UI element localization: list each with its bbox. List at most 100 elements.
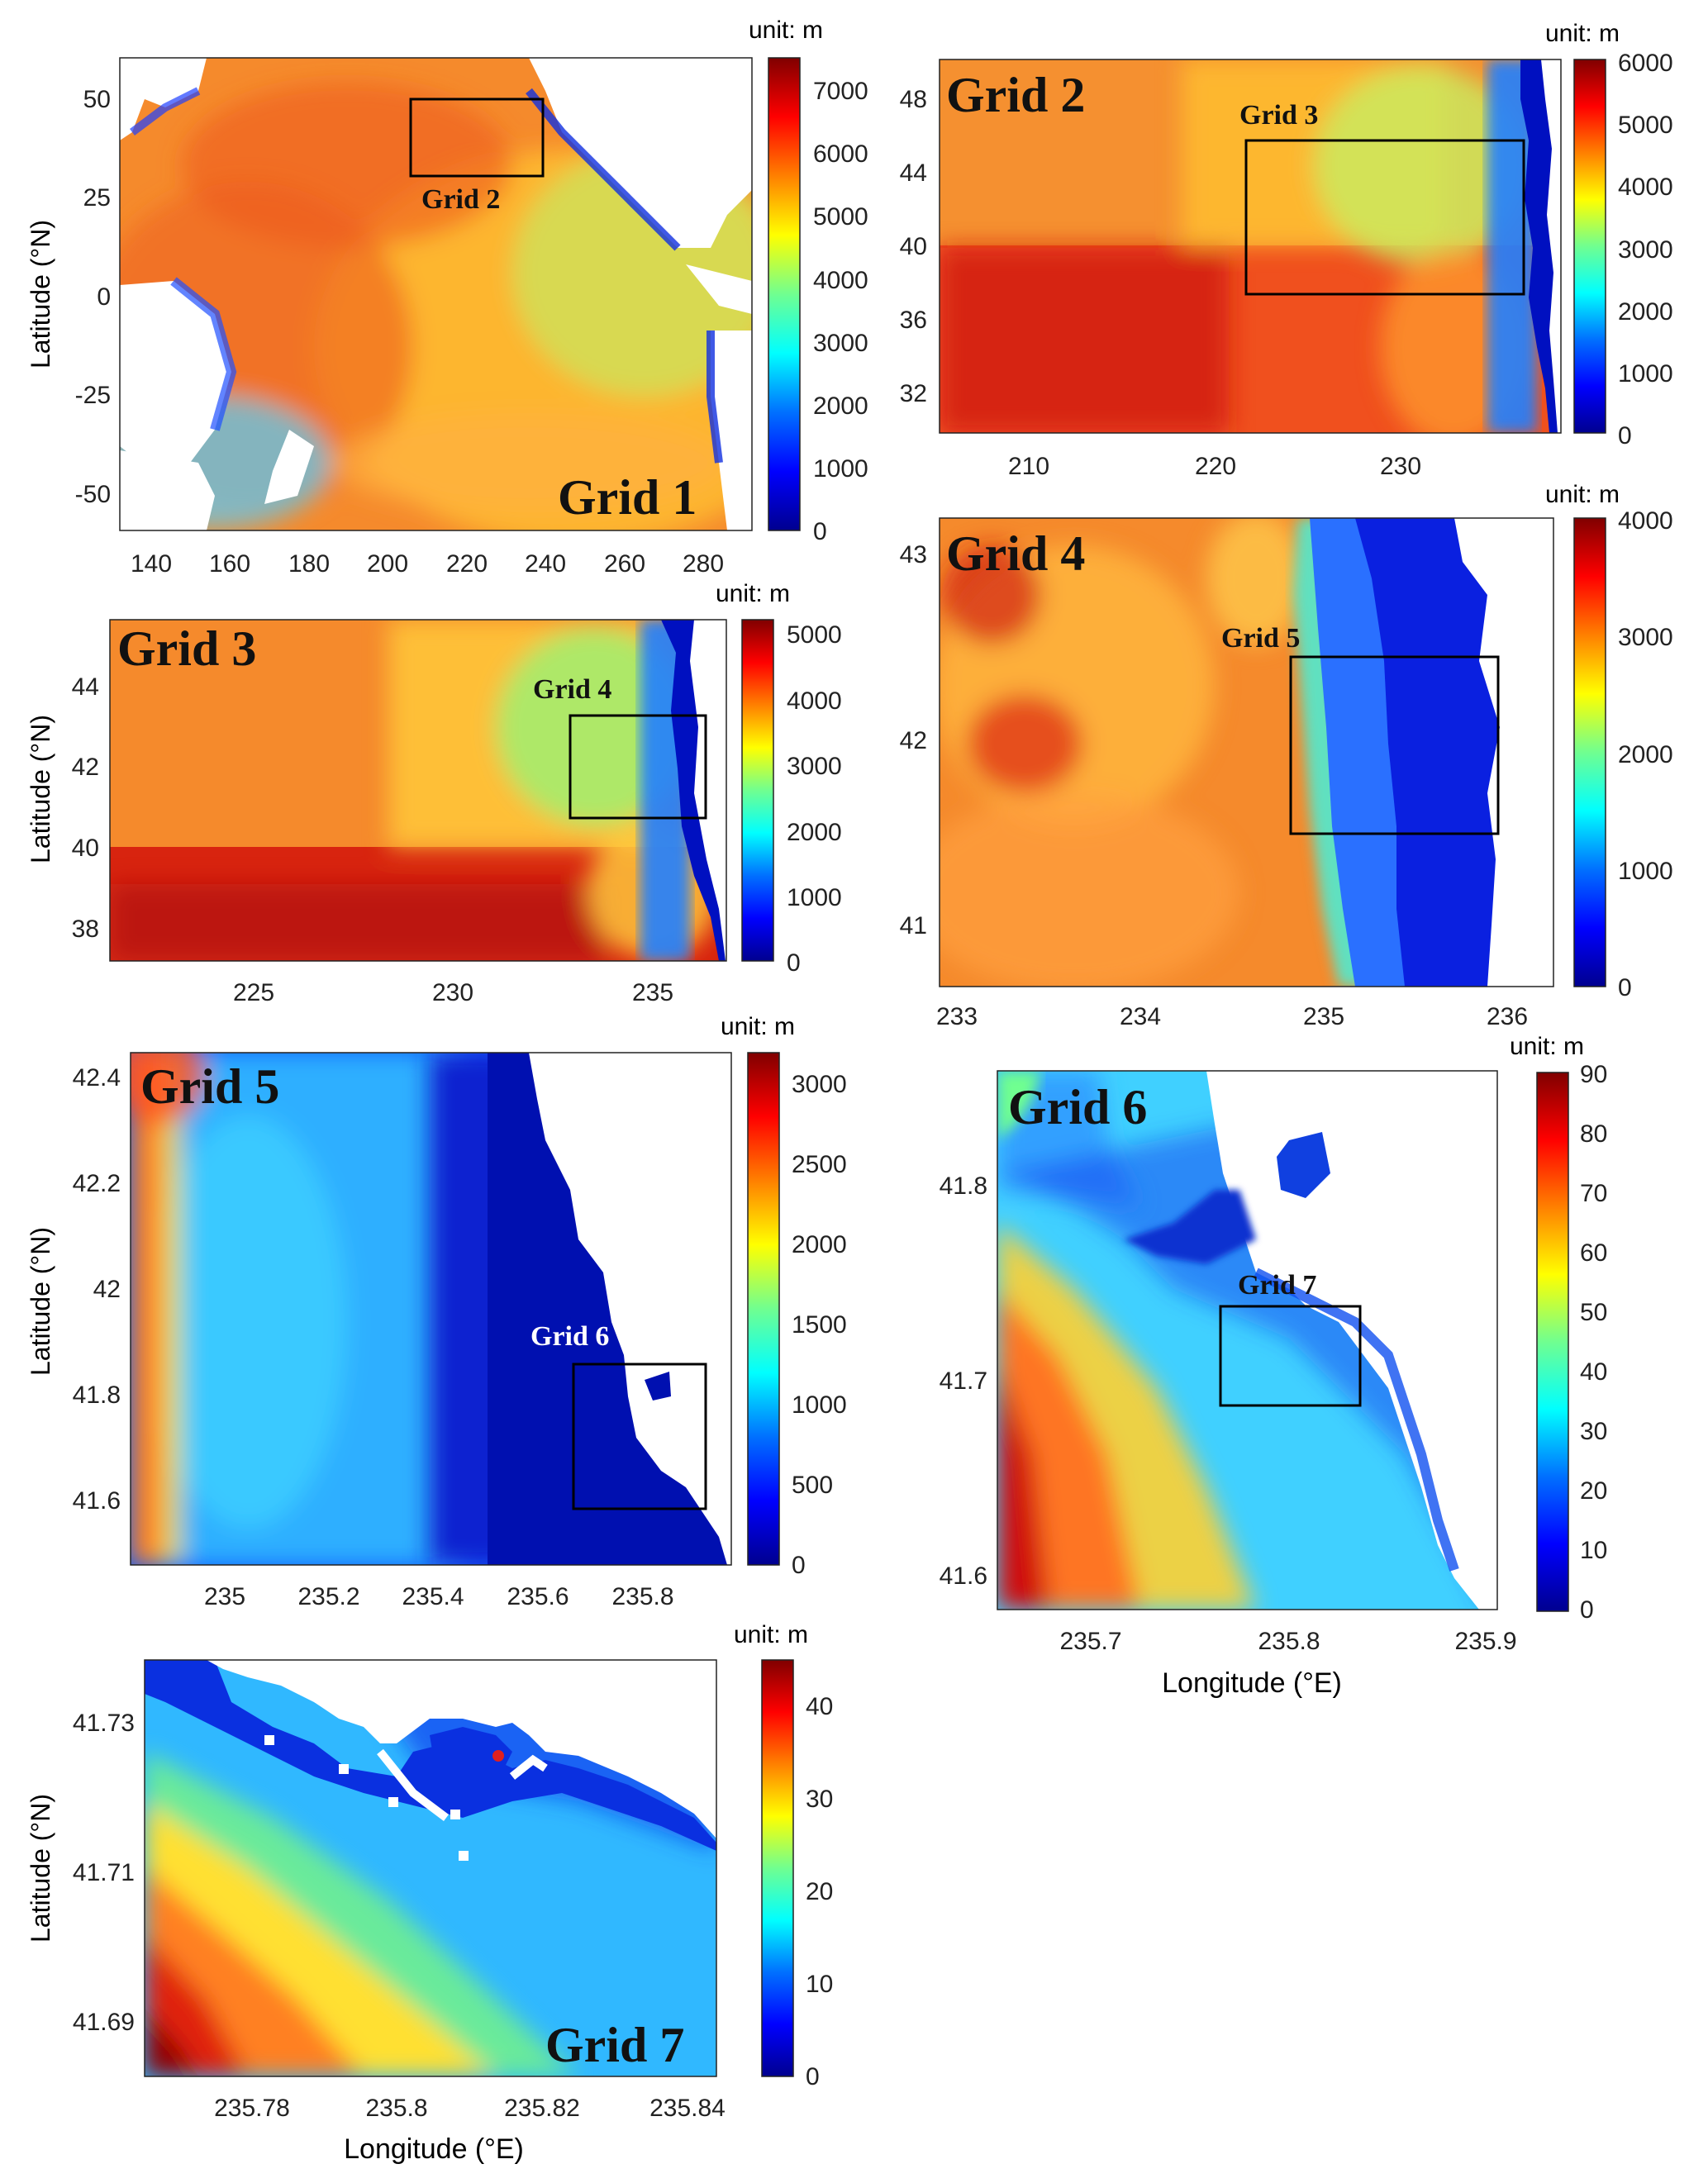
grid-4-xtick: 233 [936, 1003, 978, 1030]
grid-2-xtick: 210 [1008, 453, 1049, 480]
grid-5-ctick: 1000 [792, 1391, 847, 1419]
panel-grid-6: Grid 6 Grid 7 41.8 41.7 41.6 235.7 235.8… [940, 1033, 1608, 1699]
grid-2-ytick: 32 [900, 380, 927, 407]
grid-1-unit: unit: m [749, 17, 823, 44]
grid-2-unit: unit: m [1545, 20, 1620, 47]
grid-1-ytick: 50 [83, 86, 111, 113]
grid-1-ctick: 7000 [813, 78, 868, 105]
grid-2-inset-label: Grid 3 [1239, 100, 1318, 131]
grid-4-xtick: 234 [1120, 1003, 1161, 1030]
grid-1-ytick: -50 [75, 481, 111, 508]
grid-5-xtick: 235.2 [297, 1583, 359, 1610]
grid-7-map [145, 1660, 716, 2076]
grid-5-ylabel: Latitude (°N) [26, 1227, 55, 1376]
grid-5-ctick: 3000 [792, 1071, 847, 1098]
grid-2-ytick: 40 [900, 233, 927, 260]
grid-3-ytick: 40 [72, 835, 99, 862]
grid-5-ctick: 0 [792, 1552, 806, 1579]
grid-5-colorbar [747, 1052, 780, 1566]
grid-5-title: Grid 5 [140, 1059, 279, 1114]
grid-4-map [940, 518, 1553, 987]
grid-4-ctick: 1000 [1618, 858, 1673, 885]
grid-1-ctick: 0 [813, 518, 827, 545]
grid-3-ctick: 4000 [787, 687, 842, 715]
grid-2-ctick: 6000 [1618, 50, 1673, 77]
grid-1-ylabel: Latitude (°N) [26, 220, 55, 369]
grid-3-ytick: 42 [72, 754, 99, 781]
grid-5-xtick: 235.6 [507, 1583, 569, 1610]
grid-1-xtick: 260 [604, 550, 645, 578]
grid-7-location-marker [492, 1750, 504, 1762]
grid-7-title: Grid 7 [545, 2018, 684, 2072]
grid-4-ctick: 4000 [1618, 507, 1673, 535]
grid-5-ytick: 42.4 [73, 1064, 121, 1092]
grid-5-ytick: 41.8 [73, 1382, 121, 1409]
grid-6-ytick: 41.7 [940, 1367, 987, 1395]
grid-4-ytick: 42 [900, 727, 927, 754]
panel-grid-5: Grid 5 Grid 6 42.4 42.2 42 41.8 41.6 235… [26, 1013, 847, 1610]
grid-7-ytick: 41.71 [73, 1859, 135, 1886]
grid-1-ctick: 4000 [813, 267, 868, 294]
grid-4-title: Grid 4 [946, 526, 1085, 581]
grid-6-colorbar [1536, 1072, 1569, 1612]
grid-6-xtick: 235.9 [1454, 1628, 1516, 1655]
grid-4-ytick: 41 [900, 912, 927, 939]
panel-grid-7: Grid 7 41.73 41.71 41.69 235.78 235.8 23… [26, 1621, 833, 2165]
grid-2-title: Grid 2 [946, 68, 1085, 122]
grid-5-ctick: 500 [792, 1472, 833, 1499]
grid-6-ctick: 10 [1580, 1537, 1607, 1564]
grid-5-inset-label: Grid 6 [530, 1321, 609, 1352]
grid-5-xtick: 235.8 [611, 1583, 673, 1610]
grid-6-ytick: 41.6 [940, 1562, 987, 1590]
panel-grid-2: Grid 2 Grid 3 48 44 40 36 32 210 220 230… [900, 20, 1673, 480]
grid-1-xtick: 280 [683, 550, 724, 578]
grid-4-unit: unit: m [1545, 481, 1620, 508]
grid-3-title: Grid 3 [117, 621, 256, 676]
grid-2-xtick: 220 [1195, 453, 1236, 480]
grid-6-map [997, 1071, 1497, 1610]
panel-grid-1: Grid 2 Grid 1 50 25 0 -25 -50 140 160 18… [26, 17, 868, 578]
grid-5-ytick: 41.6 [73, 1487, 121, 1515]
grid-1-ctick: 1000 [813, 455, 868, 483]
grid-6-ctick: 20 [1580, 1477, 1607, 1505]
grid-6-ctick: 0 [1580, 1596, 1594, 1624]
grid-1-ctick: 3000 [813, 330, 868, 357]
grid-1-ctick: 6000 [813, 140, 868, 168]
grid-2-ytick: 44 [900, 159, 927, 187]
grid-3-ctick: 0 [787, 949, 801, 977]
grid-4-ctick: 2000 [1618, 741, 1673, 768]
grid-2-colorbar [1573, 59, 1606, 434]
grid-7-ctick: 40 [806, 1693, 833, 1720]
grid-3-ctick: 3000 [787, 753, 842, 780]
grid-4-ytick: 43 [900, 541, 927, 568]
grid-7-xtick: 235.82 [504, 2095, 580, 2122]
grid-3-ytick: 38 [72, 916, 99, 943]
grid-2-ytick: 36 [900, 307, 927, 334]
grid-5-ytick: 42.2 [73, 1170, 121, 1197]
grid-4-inset-label: Grid 5 [1221, 623, 1300, 654]
grid-5-xtick: 235.4 [402, 1583, 464, 1610]
panel-grid-4: Grid 4 Grid 5 43 42 41 233 234 235 236 u… [900, 481, 1673, 1030]
grid-3-unit: unit: m [716, 580, 790, 607]
grid-1-xtick: 200 [367, 550, 408, 578]
grid-6-ctick: 70 [1580, 1180, 1607, 1207]
grid-7-unit: unit: m [734, 1621, 808, 1648]
grid-5-unit: unit: m [721, 1013, 795, 1040]
grid-5-ctick: 1500 [792, 1311, 847, 1339]
grid-5-xtick: 235 [204, 1583, 245, 1610]
grid-7-ctick: 10 [806, 1971, 833, 1998]
grid-6-ctick: 80 [1580, 1120, 1607, 1148]
grid-5-ctick: 2500 [792, 1151, 847, 1178]
grid-7-xlabel: Longitude (°E) [344, 2133, 524, 2165]
grid-1-colorbar [768, 57, 801, 531]
grid-3-colorbar [741, 619, 774, 962]
grid-7-ytick: 41.69 [73, 2009, 135, 2036]
grid-6-ctick: 50 [1580, 1299, 1607, 1326]
panel-grid-3: Grid 3 Grid 4 44 42 40 38 225 230 235 La… [26, 580, 842, 1006]
grid-1-xtick: 140 [131, 550, 172, 578]
grid-5-ctick: 2000 [792, 1231, 847, 1258]
grid-2-ctick: 0 [1618, 422, 1632, 449]
grid-2-ctick: 5000 [1618, 112, 1673, 139]
grid-1-xtick: 160 [209, 550, 250, 578]
